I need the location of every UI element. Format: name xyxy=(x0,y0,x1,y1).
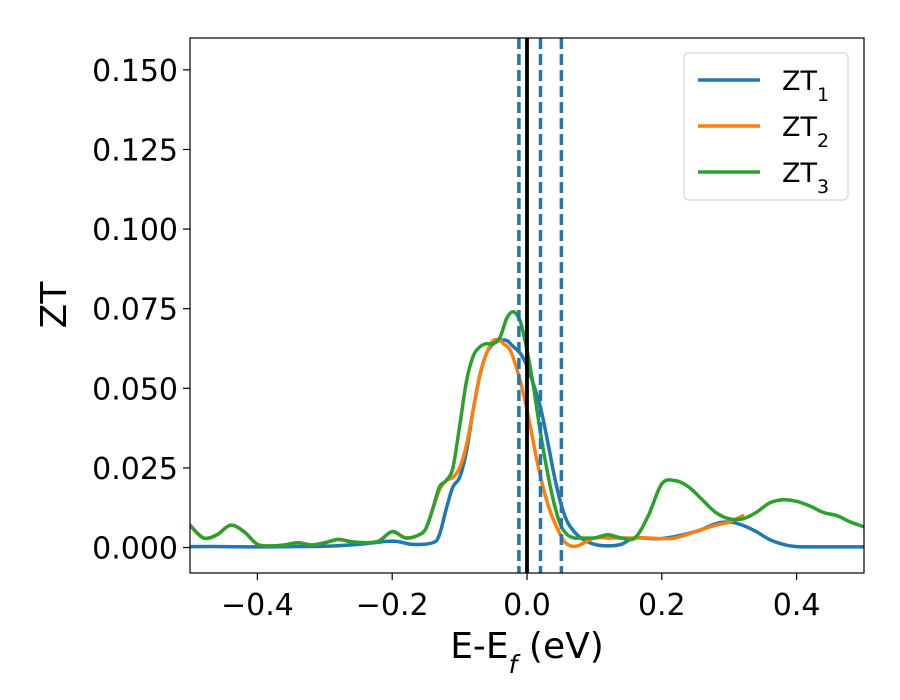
legend-box xyxy=(683,52,849,201)
x-axis-label-main: E-E xyxy=(450,626,508,667)
y-tick-label: 0.100 xyxy=(92,213,178,248)
legend-label-main: ZT xyxy=(782,66,817,97)
plot-area xyxy=(190,38,864,573)
legend-label-main: ZT xyxy=(782,158,817,189)
legend-label: ZT1 xyxy=(782,66,829,106)
x-tick-label: 0.0 xyxy=(503,588,551,623)
series-line-3 xyxy=(190,310,864,548)
legend-label-subscript: 1 xyxy=(817,84,829,106)
legend-label-main: ZT xyxy=(782,112,817,143)
x-tick-label: −0.4 xyxy=(221,588,294,623)
legend-label-subscript: 3 xyxy=(817,176,829,198)
x-axis-label: E-Ef (eV) xyxy=(450,626,604,679)
x-axis-label-unit: (eV) xyxy=(517,626,603,667)
y-axis-label: ZT xyxy=(34,281,75,329)
y-tick-label: 0.150 xyxy=(92,54,178,89)
series-layer xyxy=(190,310,864,549)
legend-label: ZT3 xyxy=(782,158,829,198)
y-tick-label: 0.075 xyxy=(92,293,178,328)
x-axis-ticks: −0.4 −0.2 0.0 0.2 0.4 xyxy=(221,573,820,623)
y-tick-label: 0.050 xyxy=(92,372,178,407)
vline-layer xyxy=(517,38,564,573)
y-tick-label: 0.125 xyxy=(92,133,178,168)
y-tick-label: 0.025 xyxy=(92,452,178,487)
y-axis-ticks: 0.000 0.025 0.050 0.075 0.100 0.125 0.150 xyxy=(92,54,190,567)
legend-label-subscript: 2 xyxy=(817,130,829,152)
y-tick-label: 0.000 xyxy=(92,532,178,567)
x-tick-label: −0.2 xyxy=(356,588,429,623)
x-tick-label: 0.4 xyxy=(773,588,821,623)
legend-label: ZT2 xyxy=(782,112,829,152)
x-tick-label: 0.2 xyxy=(638,588,686,623)
